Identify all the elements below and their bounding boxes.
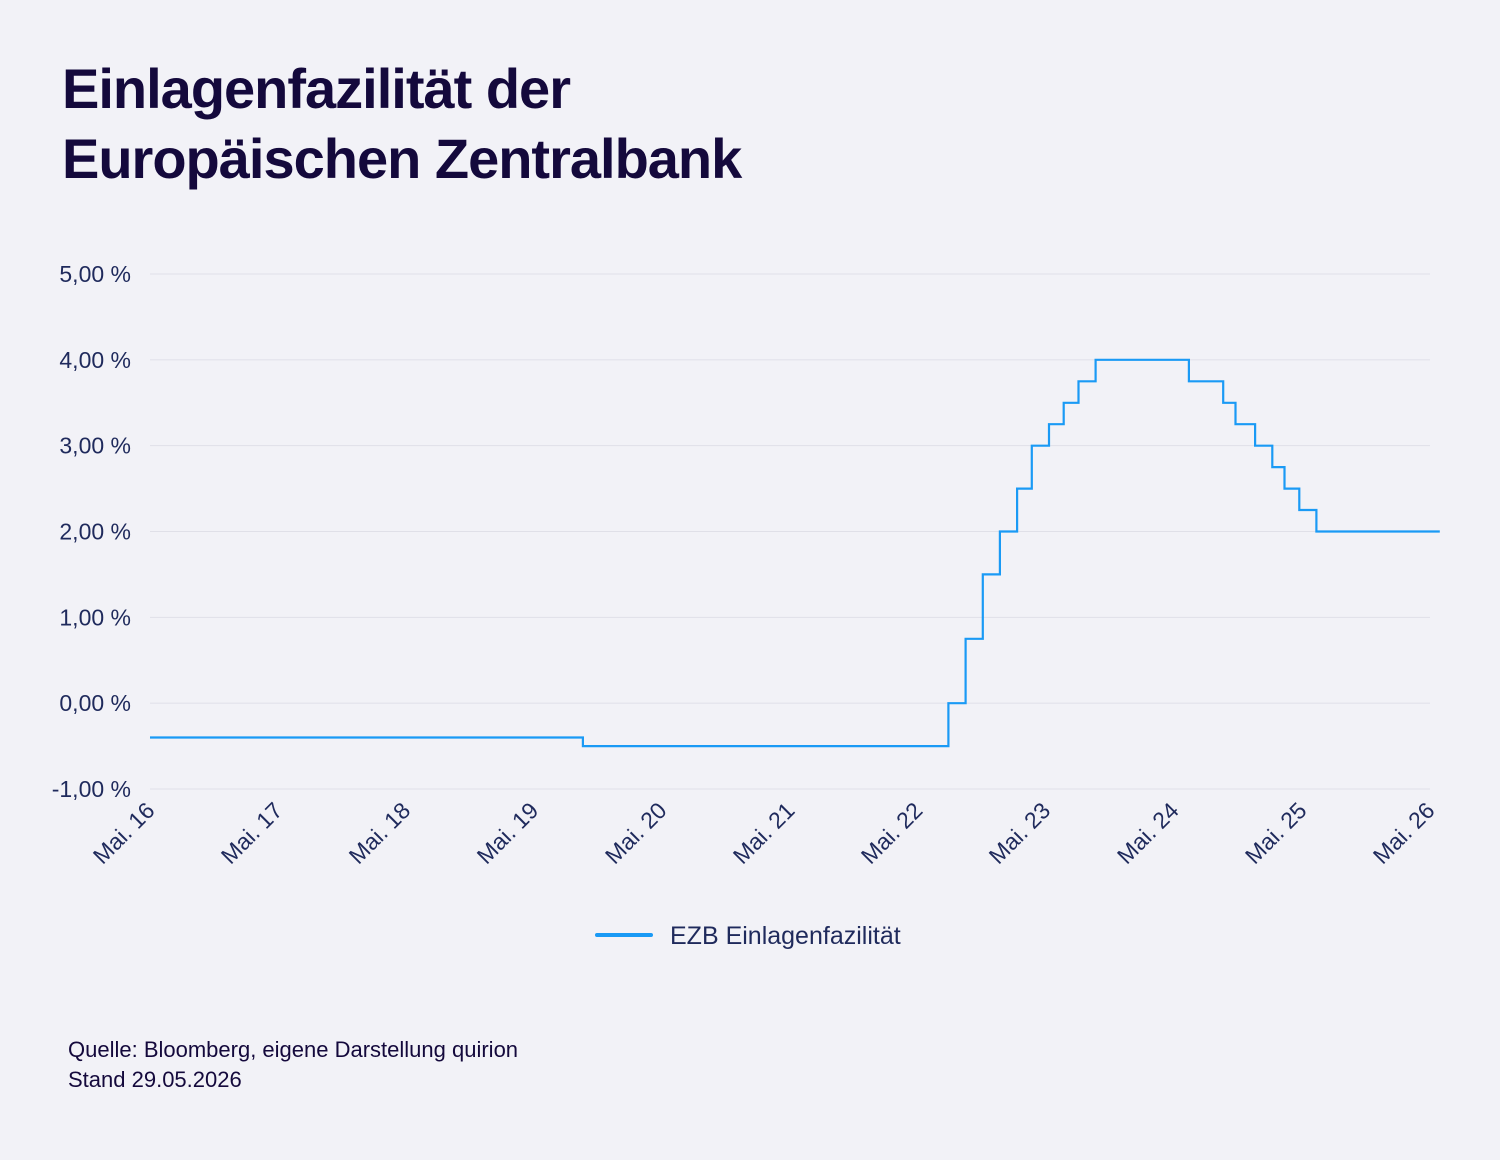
grid-lines <box>150 273 1430 790</box>
x-tick-label: Mai. 16 <box>88 797 160 869</box>
legend[interactable]: EZB Einlagenfazilität <box>595 922 901 950</box>
source-note: Quelle: Bloomberg, eigene Darstellung qu… <box>68 1035 518 1095</box>
chart-title-line-2: Europäischen Zentralbank <box>62 127 742 190</box>
chart-title-line-1: Einlagenfazilität der <box>62 57 571 120</box>
x-tick-label: Mai. 25 <box>1240 797 1312 869</box>
y-tick-label: 0,00 % <box>59 690 131 716</box>
x-tick-label: Mai. 20 <box>600 797 672 869</box>
y-tick-label: 3,00 % <box>59 433 131 459</box>
x-tick-label: Mai. 21 <box>728 797 800 869</box>
chart-title: Einlagenfazilität der Europäischen Zentr… <box>62 54 1062 194</box>
source-line: Quelle: Bloomberg, eigene Darstellung qu… <box>68 1037 519 1062</box>
series-layer <box>149 358 1440 748</box>
x-tick-label: Mai. 23 <box>984 797 1056 869</box>
x-tick-label: Mai. 22 <box>856 797 928 869</box>
x-tick-label: Mai. 17 <box>216 797 288 869</box>
x-tick-label: Mai. 19 <box>472 797 544 869</box>
y-tick-label: 2,00 % <box>59 519 131 545</box>
legend-label: EZB Einlagenfazilität <box>670 922 901 950</box>
x-tick-label: Mai. 18 <box>344 797 416 869</box>
as-of-date: Stand 29.05.2026 <box>68 1067 242 1092</box>
y-tick-label: 4,00 % <box>59 347 131 373</box>
x-axis: Mai. 16 Mai. 17 Mai. 18 Mai. 19 Mai. 20 Mai. … <box>88 797 1440 869</box>
y-tick-label: -1,00 % <box>52 776 131 802</box>
x-tick-label: Mai. 24 <box>1112 797 1184 869</box>
y-tick-label: 1,00 % <box>59 604 131 630</box>
x-tick-label: Mai. 26 <box>1368 797 1440 869</box>
y-tick-label: 5,00 % <box>59 261 131 287</box>
series-line-ezb <box>150 358 1440 748</box>
y-axis: 5,00 % 4,00 % 3,00 % 2,00 % 1,00 % 0,00 % -1,0… <box>52 261 131 802</box>
